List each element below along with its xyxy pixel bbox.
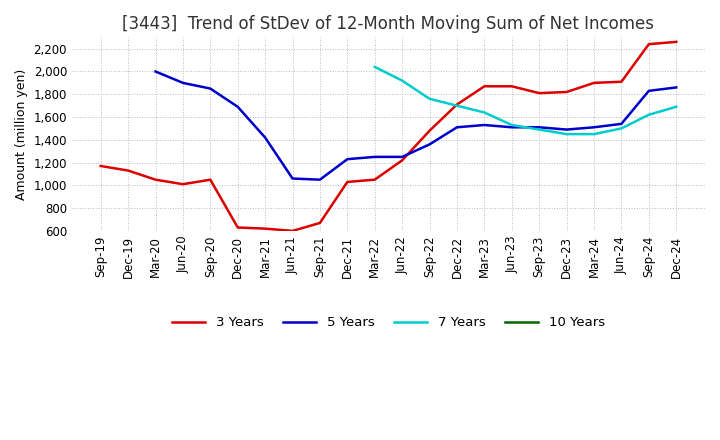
- 3 Years: [535, 91, 544, 96]
- 3 Years: [453, 102, 462, 107]
- 3 Years: [315, 220, 324, 226]
- 3 Years: [426, 128, 434, 133]
- 3 Years: [124, 168, 132, 173]
- 5 Years: [233, 104, 242, 110]
- 5 Years: [590, 125, 598, 130]
- 3 Years: [508, 84, 516, 89]
- 5 Years: [179, 80, 187, 85]
- 5 Years: [508, 125, 516, 130]
- 3 Years: [179, 182, 187, 187]
- 3 Years: [288, 228, 297, 234]
- 7 Years: [672, 104, 680, 110]
- 7 Years: [644, 112, 653, 117]
- 5 Years: [535, 125, 544, 130]
- Line: 7 Years: 7 Years: [374, 67, 676, 134]
- 7 Years: [590, 132, 598, 137]
- 5 Years: [288, 176, 297, 181]
- 3 Years: [96, 163, 105, 169]
- 5 Years: [562, 127, 571, 132]
- 3 Years: [398, 158, 407, 163]
- 7 Years: [508, 122, 516, 128]
- 3 Years: [151, 177, 160, 182]
- 3 Years: [233, 225, 242, 230]
- 7 Years: [535, 127, 544, 132]
- 3 Years: [480, 84, 489, 89]
- Y-axis label: Amount (million yen): Amount (million yen): [15, 69, 28, 200]
- 3 Years: [370, 177, 379, 182]
- 7 Years: [617, 126, 626, 131]
- Legend: 3 Years, 5 Years, 7 Years, 10 Years: 3 Years, 5 Years, 7 Years, 10 Years: [167, 311, 610, 334]
- 5 Years: [206, 86, 215, 91]
- 3 Years: [261, 226, 269, 231]
- 5 Years: [453, 125, 462, 130]
- 7 Years: [453, 103, 462, 108]
- 3 Years: [590, 80, 598, 85]
- 7 Years: [398, 78, 407, 83]
- 7 Years: [562, 132, 571, 137]
- 5 Years: [644, 88, 653, 93]
- 3 Years: [644, 41, 653, 47]
- 5 Years: [617, 121, 626, 127]
- 5 Years: [261, 135, 269, 140]
- 7 Years: [480, 110, 489, 115]
- 5 Years: [672, 85, 680, 90]
- 5 Years: [343, 157, 351, 162]
- 3 Years: [206, 177, 215, 182]
- 5 Years: [398, 154, 407, 160]
- 3 Years: [343, 180, 351, 185]
- 5 Years: [426, 142, 434, 147]
- 7 Years: [426, 96, 434, 102]
- Title: [3443]  Trend of StDev of 12-Month Moving Sum of Net Incomes: [3443] Trend of StDev of 12-Month Moving…: [122, 15, 654, 33]
- Line: 5 Years: 5 Years: [156, 71, 676, 180]
- 5 Years: [151, 69, 160, 74]
- 5 Years: [315, 177, 324, 182]
- 3 Years: [672, 39, 680, 44]
- 3 Years: [617, 79, 626, 84]
- 5 Years: [480, 122, 489, 128]
- Line: 3 Years: 3 Years: [101, 42, 676, 231]
- 3 Years: [562, 89, 571, 95]
- 7 Years: [370, 64, 379, 70]
- 5 Years: [370, 154, 379, 160]
